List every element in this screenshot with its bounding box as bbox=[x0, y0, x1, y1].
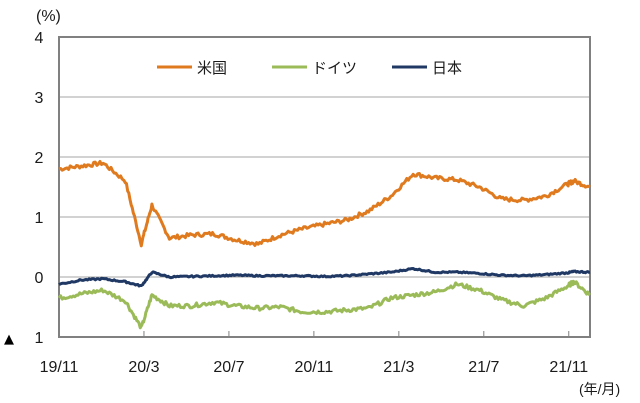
x-tick-label: 21/3 bbox=[383, 359, 414, 376]
legend-label-germany: ドイツ bbox=[312, 59, 357, 77]
y-tick-label: 4 bbox=[35, 30, 44, 47]
x-axis-ticks bbox=[143, 331, 570, 337]
y-axis-unit-label: (%) bbox=[36, 8, 61, 25]
x-tick-label: 20/7 bbox=[213, 359, 244, 376]
x-tick-label: 21/7 bbox=[468, 359, 499, 376]
data-series bbox=[57, 160, 591, 330]
plot-area-frame bbox=[58, 36, 591, 338]
y-tick-label: 3 bbox=[35, 90, 44, 107]
y-tick-label: 1 bbox=[35, 330, 44, 347]
legend: 米国 ドイツ 日本 bbox=[157, 59, 462, 77]
y-tick-label: 0 bbox=[35, 270, 44, 287]
negative-marker-icon: ▲ bbox=[4, 332, 14, 347]
y-axis-tick-labels: 4 3 2 1 0 1 bbox=[35, 30, 44, 347]
series-line-us bbox=[58, 160, 591, 248]
y-tick-label: 1 bbox=[35, 210, 44, 227]
y-tick-label: 2 bbox=[35, 150, 44, 167]
x-axis-unit-label: (年/月) bbox=[579, 381, 620, 397]
legend-label-japan: 日本 bbox=[432, 59, 462, 77]
x-tick-label: 20/11 bbox=[294, 359, 333, 376]
x-tick-label: 20/3 bbox=[128, 359, 159, 376]
x-axis-tick-labels: 19/11 20/3 20/7 20/11 21/3 21/7 21/11 bbox=[40, 359, 589, 376]
x-tick-label: 21/11 bbox=[549, 359, 588, 376]
gridlines bbox=[59, 96, 590, 278]
series-line-japan bbox=[58, 267, 591, 288]
legend-label-us: 米国 bbox=[197, 59, 227, 77]
series-line-germany bbox=[57, 279, 591, 330]
x-tick-label: 19/11 bbox=[40, 359, 79, 376]
